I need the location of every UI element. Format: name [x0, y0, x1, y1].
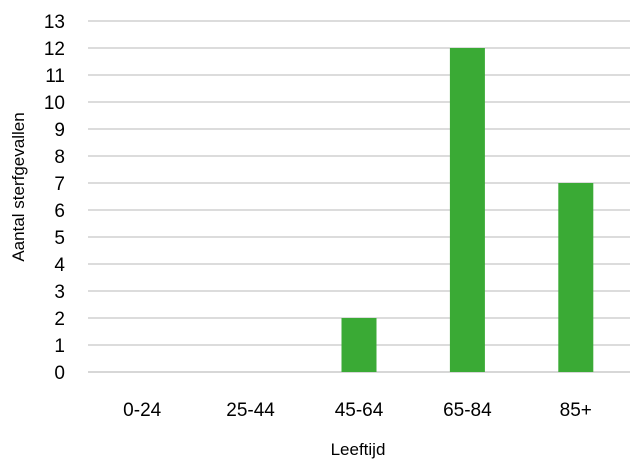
x-axis-tick-labels: 0-24 25-44 45-64 65-84 85+: [123, 400, 592, 421]
y-tick-label: 2: [54, 309, 65, 330]
bar-45-64: [341, 318, 377, 372]
y-tick-label: 4: [54, 255, 65, 276]
y-axis-title: Aantal sterfgevallen: [9, 112, 28, 261]
x-tick-label: 0-24: [123, 400, 161, 421]
bar-85+: [558, 183, 594, 372]
x-axis-title: Leeftijd: [331, 440, 386, 459]
x-tick-label: 65-84: [443, 400, 492, 421]
x-tick-label: 45-64: [335, 400, 384, 421]
y-tick-label: 10: [44, 93, 65, 114]
y-tick-label: 6: [54, 201, 65, 222]
y-tick-label: 9: [54, 120, 65, 141]
y-tick-label: 3: [54, 282, 65, 303]
bar-65-84: [449, 48, 485, 372]
y-tick-label: 8: [54, 147, 65, 168]
y-tick-label: 13: [44, 12, 65, 33]
y-tick-label: 5: [54, 228, 65, 249]
x-tick-label: 85+: [560, 400, 592, 421]
y-tick-label: 7: [54, 174, 65, 195]
y-tick-label: 0: [54, 363, 65, 384]
gridlines: [88, 20, 630, 373]
y-tick-label: 12: [44, 39, 65, 60]
y-tick-label: 11: [45, 66, 65, 87]
x-tick-label: 25-44: [226, 400, 275, 421]
y-tick-label: 1: [54, 336, 65, 357]
bars: [341, 48, 594, 372]
